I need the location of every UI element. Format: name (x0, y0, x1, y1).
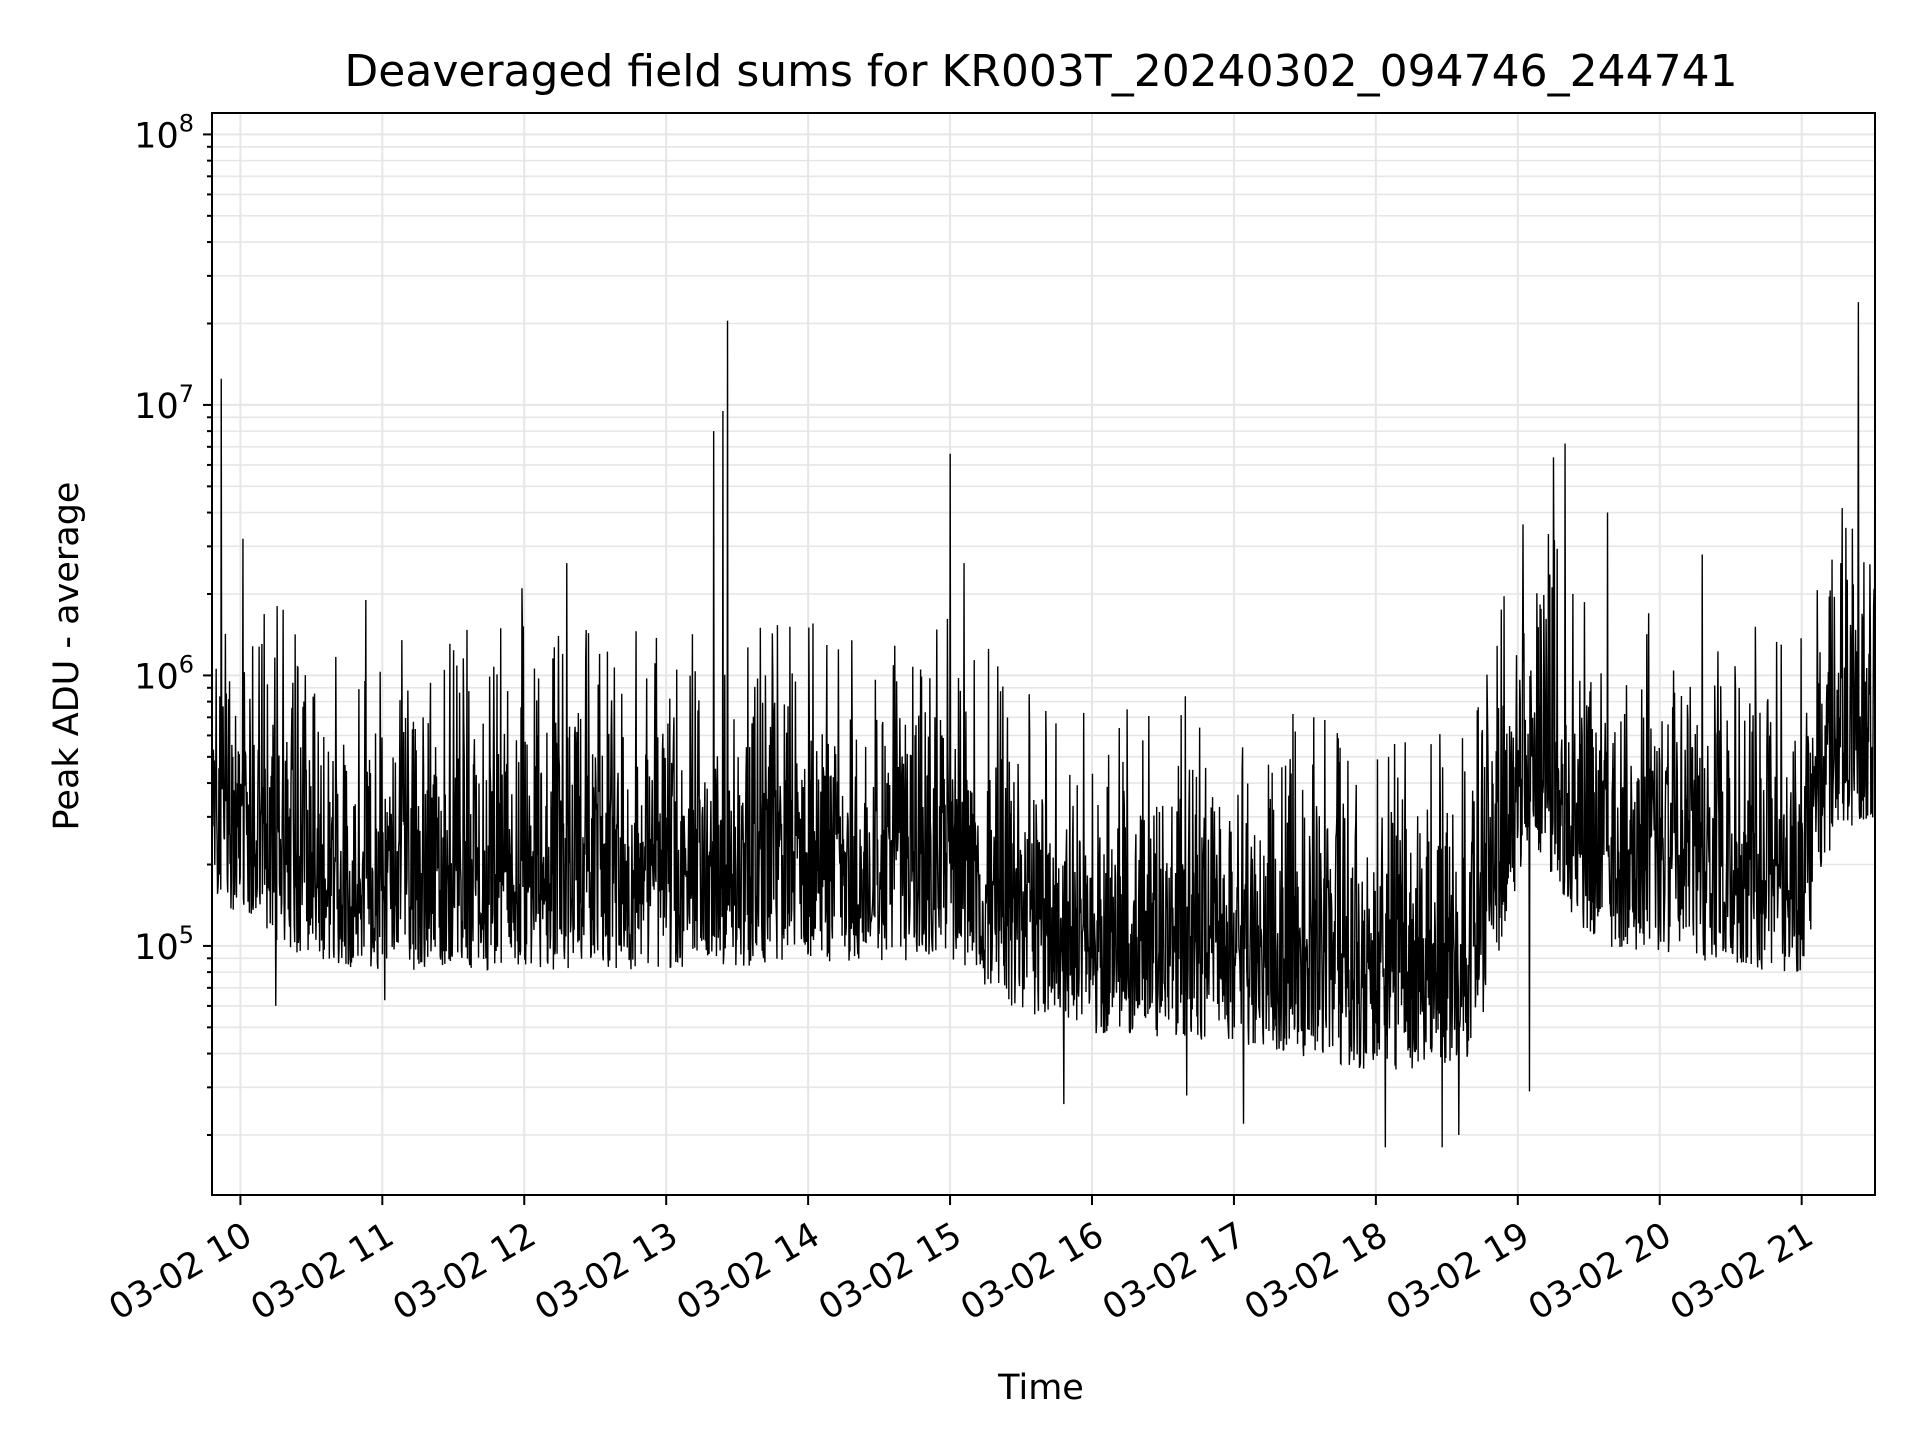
y-axis-label: Peak ADU - average (47, 482, 87, 831)
y-tick-label: 105 (134, 921, 194, 968)
y-tick-label-base: 10 (134, 387, 179, 427)
y-tick-label-base: 10 (134, 116, 179, 156)
y-tick-label-exponent: 5 (179, 921, 194, 949)
data-series (211, 160, 1876, 1148)
y-tick-label: 107 (134, 380, 194, 427)
axis-ticks (203, 133, 1803, 1205)
y-tick-label-base: 10 (134, 657, 179, 697)
series-line (211, 160, 1876, 1148)
y-tick-label: 108 (134, 109, 194, 156)
y-tick-label-exponent: 7 (179, 380, 194, 408)
y-tick-label-exponent: 8 (179, 109, 194, 137)
y-tick-label: 106 (134, 650, 194, 697)
y-tick-label-base: 10 (134, 928, 179, 968)
x-axis-label: Time (997, 1368, 1084, 1408)
plot-frame (211, 112, 1876, 1196)
y-tick-label-exponent: 6 (179, 650, 194, 678)
chart-title: Deaveraged field sums for KR003T_2024030… (344, 46, 1737, 97)
